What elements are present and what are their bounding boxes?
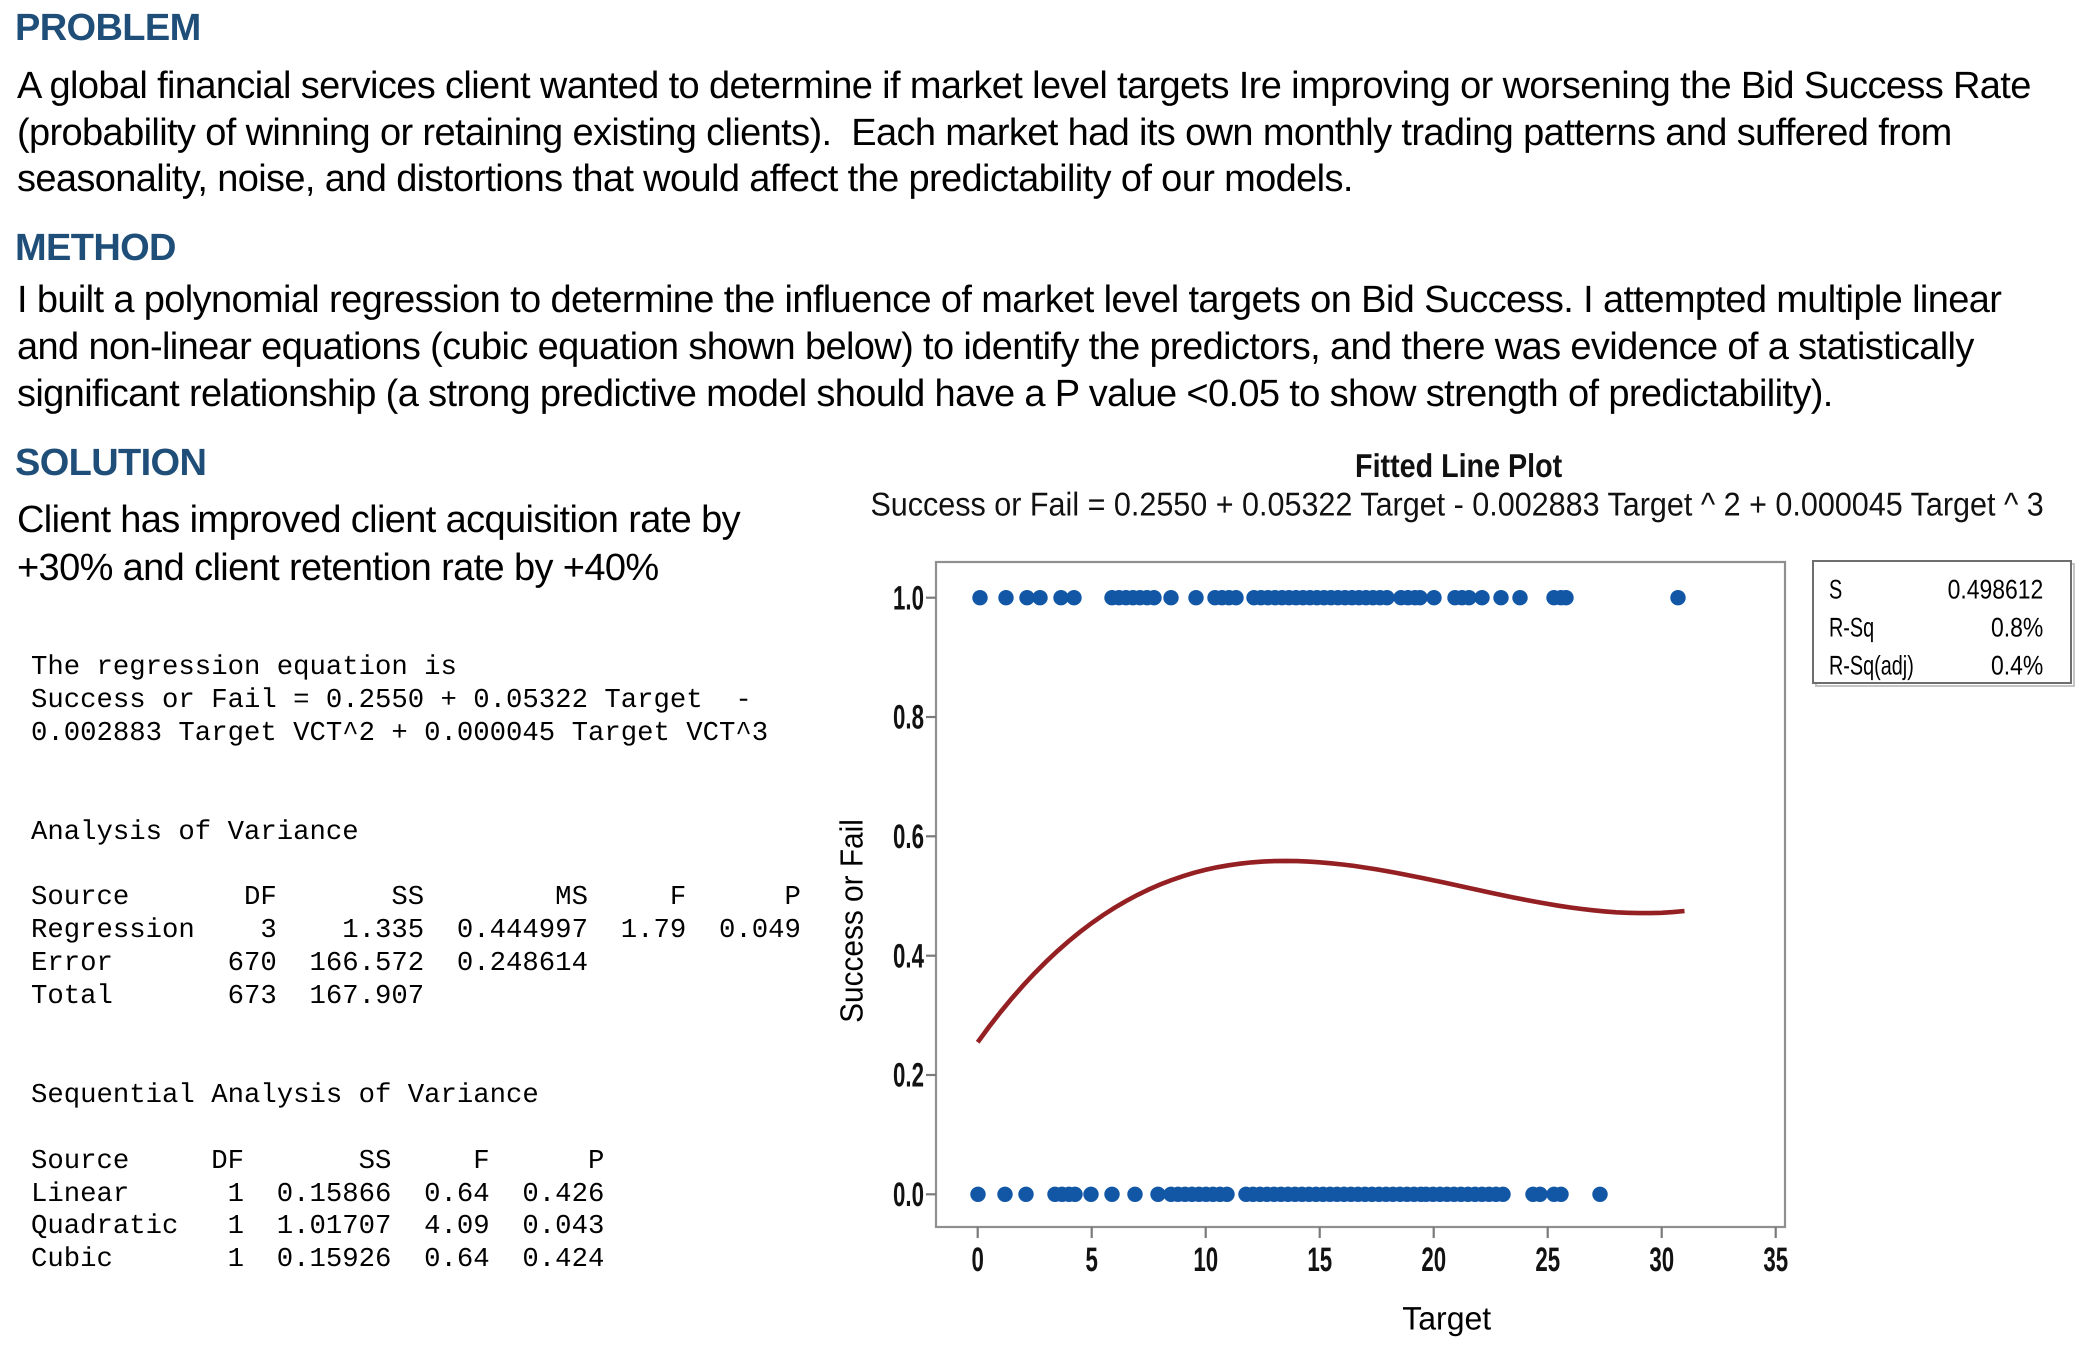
- svg-text:20: 20: [1421, 1241, 1446, 1279]
- svg-text:Fitted Line Plot: Fitted Line Plot: [1355, 447, 1562, 484]
- svg-text:Target: Target: [1402, 1301, 1491, 1337]
- svg-text:0: 0: [972, 1241, 984, 1279]
- svg-text:35: 35: [1763, 1241, 1788, 1279]
- svg-text:25: 25: [1535, 1241, 1560, 1279]
- svg-text:10: 10: [1193, 1241, 1218, 1279]
- svg-text:0.4%: 0.4%: [1991, 650, 2043, 680]
- svg-text:R-Sq: R-Sq: [1829, 613, 1874, 643]
- svg-text:1.0: 1.0: [893, 579, 924, 617]
- svg-text:R-Sq(adj): R-Sq(adj): [1829, 650, 1914, 680]
- svg-text:15: 15: [1307, 1241, 1332, 1279]
- svg-text:0.8: 0.8: [893, 699, 924, 737]
- svg-text:0.8%: 0.8%: [1991, 613, 2043, 643]
- svg-text:5: 5: [1086, 1241, 1098, 1279]
- svg-text:0.2: 0.2: [893, 1057, 924, 1095]
- svg-text:S: S: [1829, 575, 1842, 605]
- svg-text:Success or Fail = 0.2550 + 0.0: Success or Fail = 0.2550 + 0.05322 Targe…: [870, 486, 2043, 523]
- svg-text:0.4: 0.4: [893, 937, 924, 975]
- svg-text:30: 30: [1649, 1241, 1674, 1279]
- svg-text:0.6: 0.6: [893, 818, 924, 856]
- svg-text:Success or Fail: Success or Fail: [834, 819, 870, 1023]
- svg-text:0.0: 0.0: [893, 1176, 924, 1214]
- svg-text:0.498612: 0.498612: [1948, 575, 2044, 605]
